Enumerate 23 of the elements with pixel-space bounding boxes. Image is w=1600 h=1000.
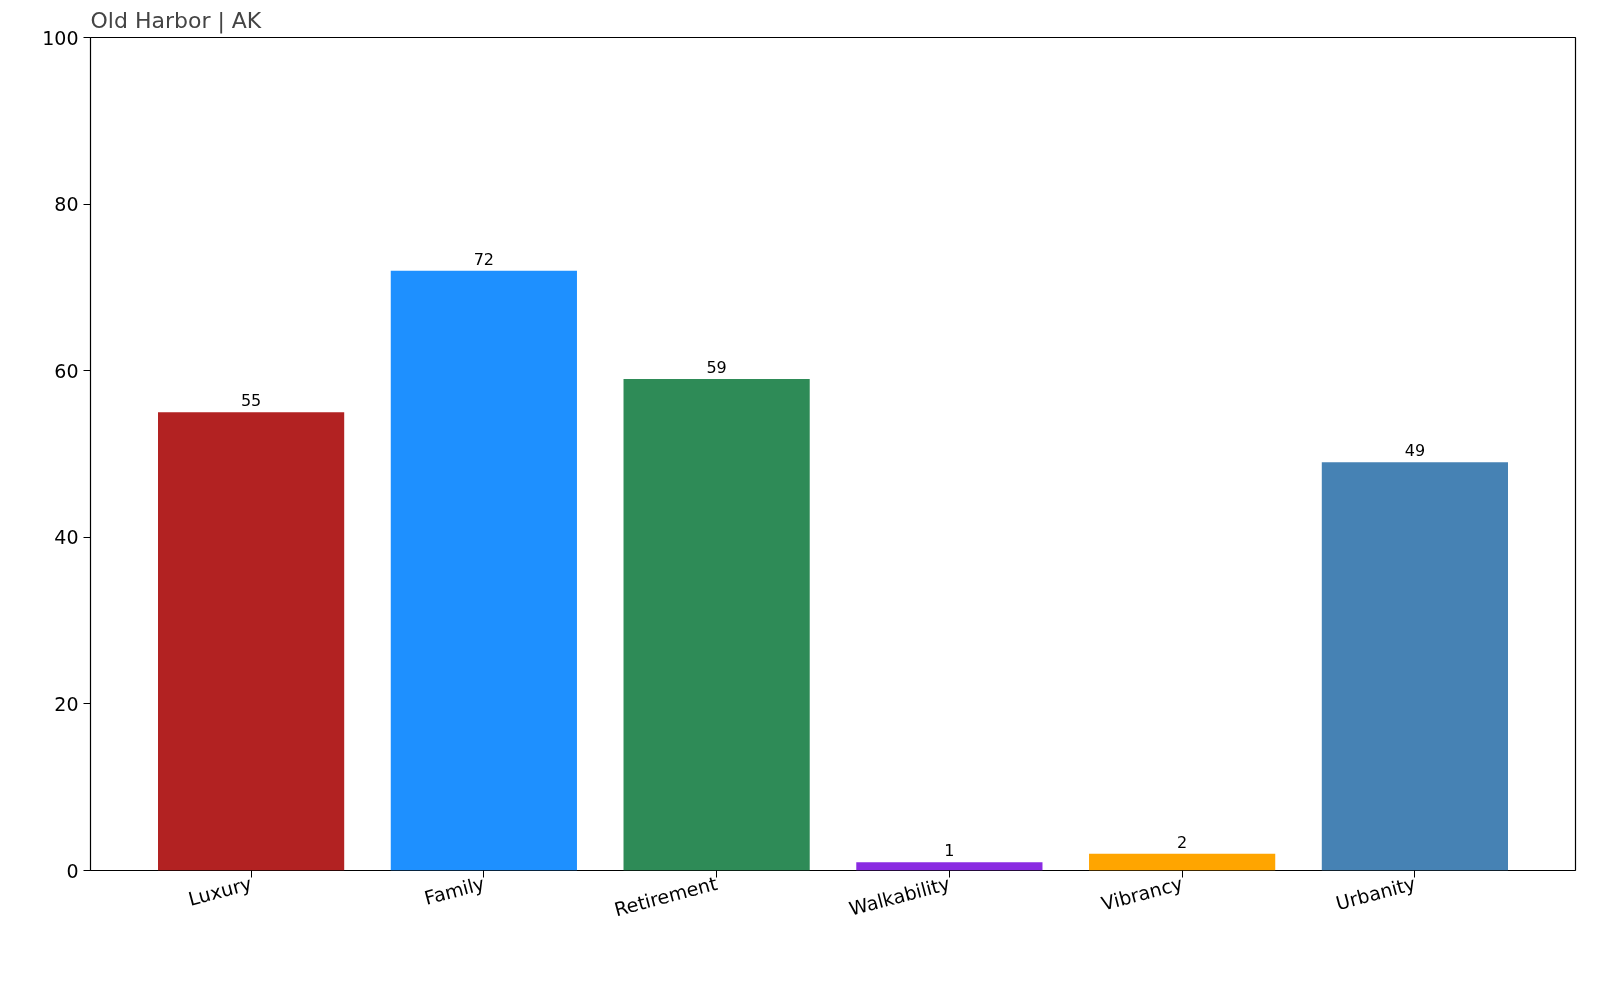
bar: [1089, 853, 1276, 871]
y-tick-label: 60: [54, 359, 79, 382]
y-tick-label: 0: [66, 859, 79, 882]
bar: [1321, 462, 1508, 871]
chart-title: Old Harbor | AK: [90, 7, 262, 34]
bar: [623, 379, 810, 871]
data-label: 49: [1404, 441, 1426, 461]
data-label: 1: [944, 841, 955, 861]
bar: [390, 270, 577, 871]
y-tick-label: 100: [42, 26, 79, 49]
data-label: 2: [1177, 832, 1188, 852]
y-tick-label: 80: [54, 193, 79, 216]
data-label: 55: [240, 391, 262, 411]
y-tick-label: 20: [54, 692, 79, 715]
y-tick-label: 40: [54, 526, 79, 549]
bar: [158, 412, 345, 871]
data-label: 59: [706, 358, 727, 378]
data-label: 72: [473, 249, 495, 269]
x-tick-label: Vibrancy: [1099, 871, 1185, 915]
bar: [856, 862, 1043, 871]
x-tick-label: Urbanity: [1333, 871, 1418, 915]
x-tick-label: Luxury: [185, 871, 254, 910]
x-tick-label: Family: [421, 871, 487, 909]
